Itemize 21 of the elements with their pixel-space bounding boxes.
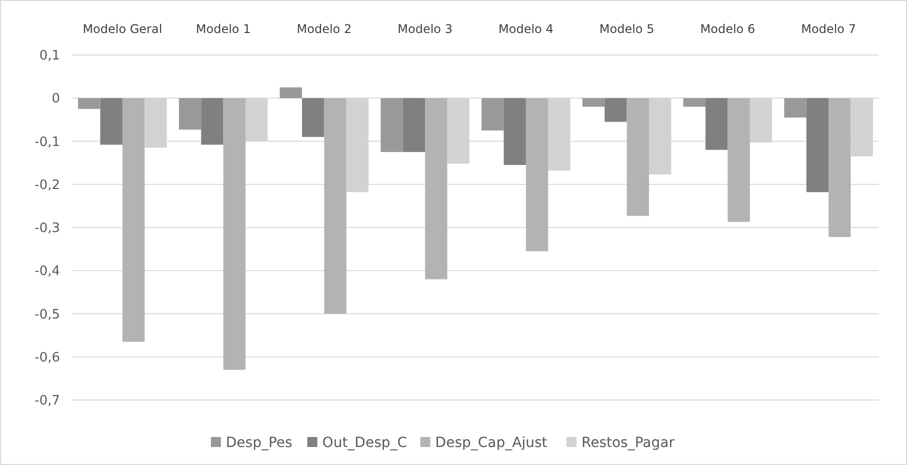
x-tick-label: Modelo 3 (398, 22, 452, 36)
x-tick-label: Modelo Geral (82, 22, 162, 36)
y-tick-label: -0,1 (34, 134, 60, 150)
x-tick-label: Modelo 1 (196, 22, 251, 36)
x-tick-label: Modelo 5 (599, 22, 654, 36)
y-tick-label: 0 (52, 92, 60, 107)
y-tick-label: 0,1 (39, 48, 60, 64)
x-tick-label: Modelo 7 (801, 22, 856, 36)
y-tick-label: -0,4 (34, 264, 60, 280)
y-tick-label: -0,3 (34, 221, 60, 236)
legend-label: Restos_Pagar (582, 434, 675, 451)
legend-label: Desp_Pes (226, 434, 292, 451)
y-tick-label: -0,2 (34, 178, 60, 193)
legend-label: Out_Desp_C (322, 434, 408, 451)
x-tick-label: Modelo 6 (700, 22, 756, 36)
x-tick-label: Modelo 4 (498, 22, 554, 36)
y-tick-label: -0,5 (34, 307, 60, 322)
y-tick-label: -0,7 (34, 394, 60, 409)
legend-label: Desp_Cap_Ajust (435, 434, 548, 451)
y-tick-label: -0,6 (34, 350, 60, 366)
x-tick-label: Modelo 2 (296, 22, 352, 36)
